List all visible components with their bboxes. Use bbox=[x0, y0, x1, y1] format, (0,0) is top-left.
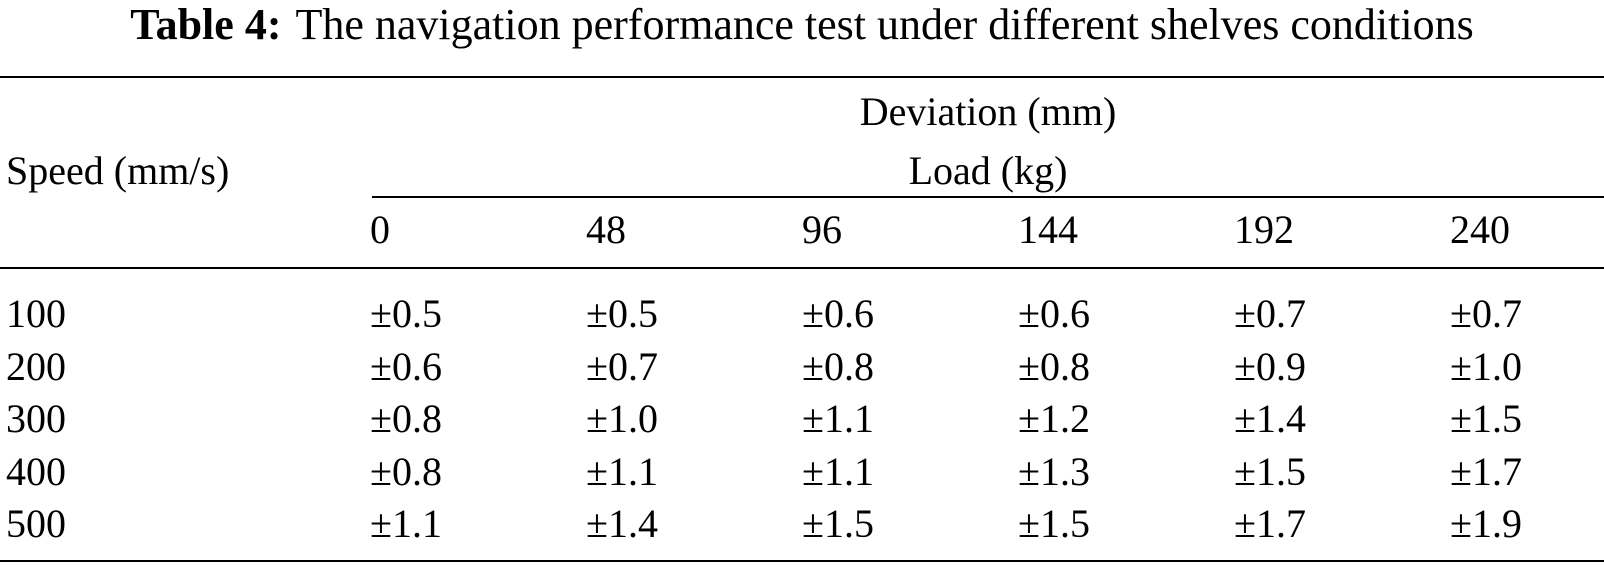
deviation-cell: ±1.9 bbox=[1450, 501, 1522, 546]
deviation-cell: ±0.8 bbox=[370, 449, 442, 494]
deviation-cell: ±1.0 bbox=[586, 396, 658, 441]
deviation-cell: ±1.5 bbox=[1450, 396, 1522, 441]
speed-cell: 100 bbox=[6, 291, 66, 336]
load-column-header: 0 bbox=[370, 207, 390, 252]
deviation-header: Deviation (mm) bbox=[859, 89, 1117, 134]
deviation-cell: ±1.7 bbox=[1234, 501, 1306, 546]
speed-cell: 300 bbox=[6, 396, 66, 441]
deviation-cell: ±0.8 bbox=[1018, 344, 1090, 389]
deviation-cell: ±1.2 bbox=[1018, 396, 1090, 441]
deviation-cell: ±0.5 bbox=[586, 291, 658, 336]
table-number-label: Table 4: bbox=[130, 0, 282, 49]
deviation-cell: ±1.5 bbox=[1234, 449, 1306, 494]
deviation-cell: ±1.4 bbox=[1234, 396, 1306, 441]
speed-cell: 400 bbox=[6, 449, 66, 494]
table-caption: Table 4: The navigation performance test … bbox=[0, 0, 1604, 50]
deviation-cell: ±0.9 bbox=[1234, 344, 1306, 389]
deviation-cell: ±1.0 bbox=[1450, 344, 1522, 389]
deviation-cell: ±1.1 bbox=[370, 501, 442, 546]
bottom-rule bbox=[0, 560, 1604, 562]
speed-cell: 500 bbox=[6, 501, 66, 546]
deviation-cell: ±0.6 bbox=[1018, 291, 1090, 336]
deviation-cell: ±1.5 bbox=[802, 501, 874, 546]
deviation-cell: ±0.7 bbox=[1450, 291, 1522, 336]
deviation-cell: ±1.7 bbox=[1450, 449, 1522, 494]
table-caption-text: The navigation performance test under di… bbox=[295, 0, 1474, 49]
load-column-header: 96 bbox=[802, 207, 842, 252]
deviation-cell: ±1.5 bbox=[1018, 501, 1090, 546]
load-column-header: 240 bbox=[1450, 207, 1510, 252]
deviation-cell: ±0.8 bbox=[802, 344, 874, 389]
speed-header: Speed (mm/s) bbox=[6, 148, 230, 193]
deviation-cell: ±0.7 bbox=[586, 344, 658, 389]
header-bottom-rule bbox=[0, 267, 1604, 269]
load-column-header: 144 bbox=[1018, 207, 1078, 252]
speed-cell: 200 bbox=[6, 344, 66, 389]
deviation-cell: ±1.3 bbox=[1018, 449, 1090, 494]
deviation-cell: ±0.7 bbox=[1234, 291, 1306, 336]
load-rule bbox=[372, 196, 1604, 198]
deviation-cell: ±1.4 bbox=[586, 501, 658, 546]
deviation-cell: ±0.5 bbox=[370, 291, 442, 336]
deviation-cell: ±0.6 bbox=[802, 291, 874, 336]
deviation-cell: ±0.6 bbox=[370, 344, 442, 389]
deviation-cell: ±1.1 bbox=[802, 449, 874, 494]
deviation-cell: ±0.8 bbox=[370, 396, 442, 441]
deviation-cell: ±1.1 bbox=[586, 449, 658, 494]
deviation-cell: ±1.1 bbox=[802, 396, 874, 441]
load-column-header: 48 bbox=[586, 207, 626, 252]
top-rule bbox=[0, 76, 1604, 78]
load-column-header: 192 bbox=[1234, 207, 1294, 252]
load-header: Load (kg) bbox=[908, 148, 1068, 193]
